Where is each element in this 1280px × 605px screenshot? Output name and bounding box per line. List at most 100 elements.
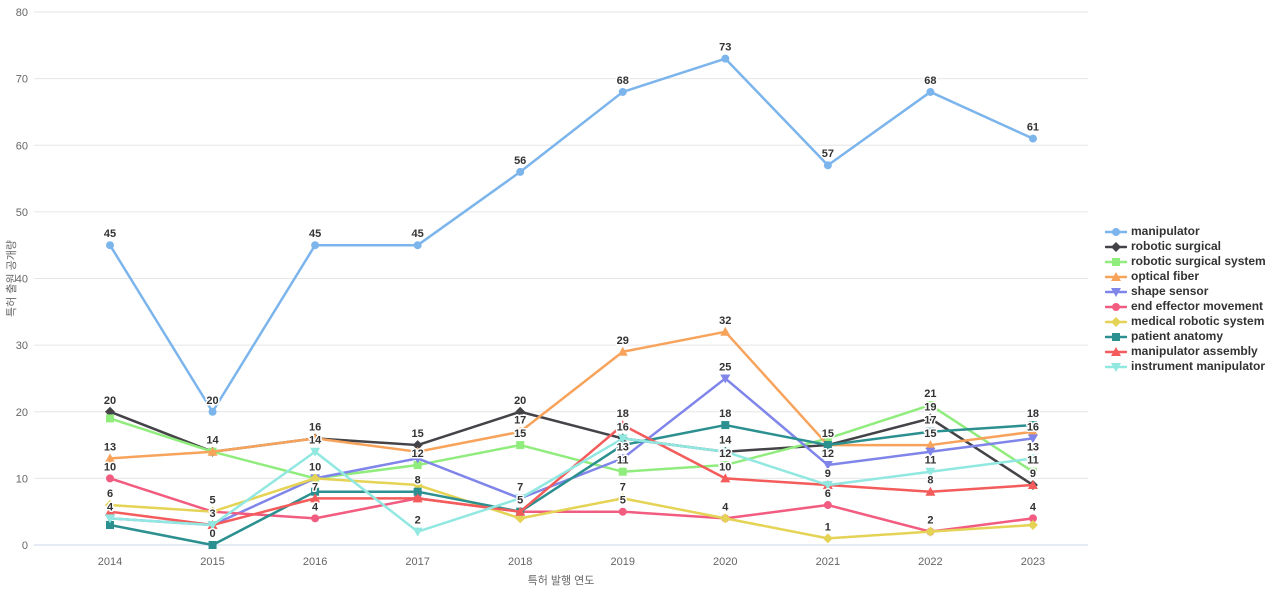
svg-text:2: 2 — [415, 515, 421, 527]
series-robotic-surgical-system — [106, 401, 1037, 483]
svg-text:10: 10 — [16, 473, 28, 485]
svg-text:7: 7 — [312, 481, 318, 493]
svg-text:14: 14 — [309, 435, 322, 447]
svg-text:29: 29 — [617, 335, 629, 347]
svg-text:20: 20 — [206, 395, 218, 407]
svg-text:13: 13 — [1027, 441, 1039, 453]
svg-text:10: 10 — [719, 461, 731, 473]
svg-text:60: 60 — [16, 140, 28, 152]
svg-text:2014: 2014 — [98, 556, 122, 568]
svg-text:20: 20 — [514, 395, 526, 407]
legend-marker-icon — [1105, 361, 1127, 373]
legend-item-robotic-surgical-system[interactable]: robotic surgical system — [1105, 254, 1280, 269]
svg-text:68: 68 — [617, 75, 629, 87]
legend-item-optical-fiber[interactable]: optical fiber — [1105, 269, 1280, 284]
svg-text:9: 9 — [825, 468, 831, 480]
svg-text:15: 15 — [514, 428, 526, 440]
svg-text:2016: 2016 — [303, 556, 327, 568]
svg-text:1: 1 — [825, 521, 831, 533]
svg-text:25: 25 — [719, 361, 731, 373]
svg-text:14: 14 — [719, 435, 732, 447]
legend-marker-icon — [1105, 331, 1127, 343]
svg-text:16: 16 — [617, 421, 629, 433]
line-chart: 0 10 20 30 40 50 60 70 80 2014 2015 2016 2017 2018 20… — [5, 7, 1088, 587]
svg-text:15: 15 — [924, 428, 936, 440]
legend-marker-icon — [1105, 316, 1127, 328]
series-manipulator — [106, 54, 1037, 416]
svg-text:73: 73 — [719, 42, 731, 54]
svg-text:2: 2 — [927, 515, 933, 527]
svg-text:10: 10 — [309, 461, 321, 473]
legend-item-end-effector-movement[interactable]: end effector movement — [1105, 299, 1280, 314]
svg-text:2019: 2019 — [611, 556, 635, 568]
svg-text:11: 11 — [925, 455, 937, 467]
svg-text:2023: 2023 — [1021, 556, 1045, 568]
svg-text:4: 4 — [722, 501, 729, 513]
svg-text:2022: 2022 — [918, 556, 942, 568]
svg-text:21: 21 — [924, 388, 936, 400]
svg-text:18: 18 — [1027, 408, 1039, 420]
svg-text:4: 4 — [312, 501, 319, 513]
svg-text:11: 11 — [617, 455, 629, 467]
legend-marker-icon — [1105, 346, 1127, 358]
svg-text:61: 61 — [1027, 122, 1039, 134]
svg-text:45: 45 — [309, 228, 321, 240]
svg-text:18: 18 — [617, 408, 629, 420]
series-patient-anatomy — [106, 421, 1037, 549]
svg-text:17: 17 — [514, 415, 526, 427]
legend-marker-icon — [1105, 226, 1127, 238]
svg-text:32: 32 — [719, 315, 731, 327]
svg-text:5: 5 — [517, 495, 523, 507]
legend-item-shape-sensor[interactable]: shape sensor — [1105, 284, 1280, 299]
svg-text:6: 6 — [107, 488, 113, 500]
legend-item-manipulator[interactable]: manipulator — [1105, 224, 1280, 239]
svg-text:15: 15 — [822, 428, 834, 440]
svg-text:2021: 2021 — [816, 556, 840, 568]
svg-text:45: 45 — [412, 228, 424, 240]
svg-text:16: 16 — [1027, 421, 1039, 433]
legend-item-manipulator-assembly[interactable]: manipulator assembly — [1105, 344, 1280, 359]
svg-text:4: 4 — [1030, 501, 1037, 513]
series-medical-robotic-system — [105, 473, 1038, 544]
legend-item-patient-anatomy[interactable]: patient anatomy — [1105, 329, 1280, 344]
svg-text:56: 56 — [514, 155, 526, 167]
svg-text:7: 7 — [620, 481, 626, 493]
svg-text:5: 5 — [209, 495, 215, 507]
svg-text:8: 8 — [415, 475, 421, 487]
svg-text:57: 57 — [822, 148, 834, 160]
svg-text:68: 68 — [924, 75, 936, 87]
svg-text:15: 15 — [412, 428, 424, 440]
svg-text:7: 7 — [517, 481, 523, 493]
x-axis-title: 특허 발행 연도 — [528, 574, 595, 587]
x-axis-tick-labels: 2014 2015 2016 2017 2018 2019 2020 2021 2022 2023 — [98, 556, 1045, 568]
svg-text:16: 16 — [309, 421, 321, 433]
svg-text:45: 45 — [104, 228, 116, 240]
svg-text:4: 4 — [107, 501, 114, 513]
legend-marker-icon — [1105, 256, 1127, 268]
svg-text:11: 11 — [1027, 455, 1039, 467]
svg-text:18: 18 — [719, 408, 731, 420]
legend-item-robotic-surgical[interactable]: robotic surgical — [1105, 239, 1280, 254]
svg-text:9: 9 — [1030, 468, 1036, 480]
svg-text:17: 17 — [924, 415, 936, 427]
svg-text:19: 19 — [924, 401, 936, 413]
y-axis-title: 특허 출원 공개량 — [5, 240, 18, 317]
legend-marker-icon — [1105, 241, 1127, 253]
svg-text:2015: 2015 — [200, 556, 224, 568]
svg-text:0: 0 — [22, 540, 28, 552]
svg-text:50: 50 — [16, 207, 28, 219]
svg-text:20: 20 — [16, 407, 28, 419]
svg-text:30: 30 — [16, 340, 28, 352]
legend-item-instrument-manipulator[interactable]: instrument manipulator — [1105, 359, 1280, 374]
svg-text:2020: 2020 — [713, 556, 737, 568]
legend-marker-icon — [1105, 271, 1127, 283]
legend-marker-icon — [1105, 286, 1127, 298]
svg-text:8: 8 — [927, 475, 933, 487]
legend-item-medical-robotic-system[interactable]: medical robotic system — [1105, 314, 1280, 329]
chart-legend: manipulator robotic surgical robotic sur… — [1105, 224, 1280, 374]
series-optical-fiber — [105, 326, 1038, 463]
svg-text:5: 5 — [620, 495, 626, 507]
svg-text:13: 13 — [617, 441, 629, 453]
